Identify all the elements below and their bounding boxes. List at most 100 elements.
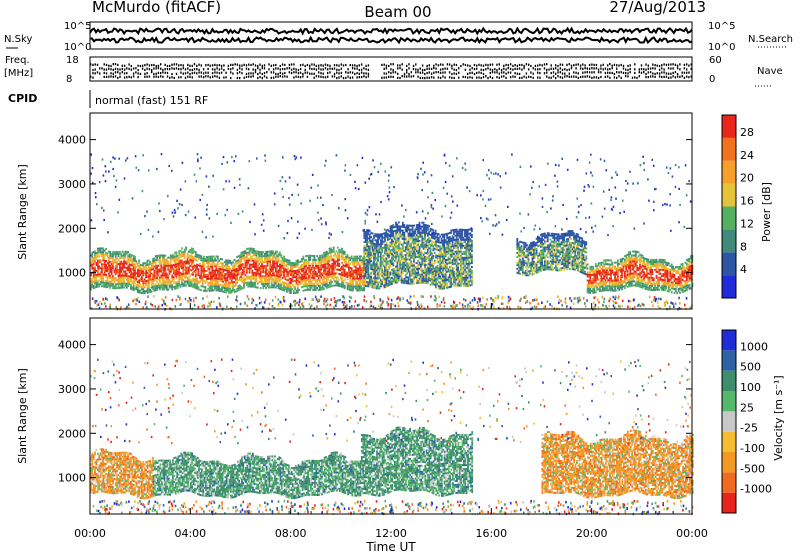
scatter-cell xyxy=(127,261,129,263)
scatter-cell xyxy=(321,256,324,259)
freq-mark xyxy=(464,68,467,71)
scatter-cell xyxy=(287,267,290,270)
scatter-cell xyxy=(359,255,361,258)
freq-mark xyxy=(126,72,128,75)
scatter-cell xyxy=(359,279,361,282)
scatter-cell xyxy=(436,278,439,281)
freq-mark xyxy=(236,76,239,80)
scatter-cell xyxy=(316,267,319,269)
scatter-cell xyxy=(373,250,375,253)
scatter-cell xyxy=(276,260,278,263)
freq-mark xyxy=(564,75,566,78)
scatter-cell xyxy=(290,286,292,288)
scatter-cell xyxy=(408,266,411,269)
scatter-cell xyxy=(147,291,150,294)
scatter-cell xyxy=(400,249,403,252)
freq-mark xyxy=(112,63,114,66)
scatter-cell xyxy=(343,270,346,273)
scatter-cell xyxy=(321,254,324,257)
scatter-cell xyxy=(287,289,290,292)
scatter-cell xyxy=(190,281,193,284)
scatter-cell xyxy=(443,257,446,260)
scatter-cell xyxy=(363,284,366,287)
scatter-cell xyxy=(192,259,194,262)
scatter-cell xyxy=(424,228,426,230)
freq-mark xyxy=(193,63,196,66)
scatter-cell xyxy=(134,257,136,260)
freq-mark xyxy=(302,63,304,66)
scatter-cell xyxy=(381,247,384,250)
scatter-cell xyxy=(135,272,138,275)
scatter-cell xyxy=(334,274,336,277)
scatter-cell xyxy=(406,276,408,279)
scatter-cell xyxy=(119,262,121,265)
freq-mark xyxy=(514,72,516,75)
freq-mark xyxy=(313,76,315,79)
freq-mark xyxy=(144,68,146,72)
scatter-cell xyxy=(251,271,254,274)
freq-mark xyxy=(137,64,139,67)
scatter-cell xyxy=(157,258,160,261)
scatter-cell xyxy=(319,272,321,275)
scatter-cell xyxy=(114,265,117,268)
scatter-cell xyxy=(141,268,143,271)
scatter-cell xyxy=(174,281,176,284)
scatter-cell xyxy=(432,257,435,260)
scatter-cell xyxy=(413,244,415,247)
freq-mark xyxy=(421,68,424,72)
scatter-cell xyxy=(216,285,219,288)
scatter-cell xyxy=(247,253,250,256)
scatter-cell xyxy=(371,264,374,267)
scatter-cell xyxy=(323,259,325,262)
scatter-cell xyxy=(161,258,164,261)
freq-mark xyxy=(230,76,232,80)
scatter-cell xyxy=(119,250,121,253)
scatter-cell xyxy=(247,261,250,264)
scatter-cell xyxy=(211,285,214,288)
scatter-cell xyxy=(290,278,292,280)
scatter-cell xyxy=(132,269,135,272)
scatter-cell xyxy=(368,237,371,240)
scatter-cell xyxy=(386,282,389,285)
scatter-cell xyxy=(241,265,244,268)
freq-mark xyxy=(575,71,577,74)
scatter-cell xyxy=(136,274,139,277)
scatter-cell xyxy=(370,240,373,243)
freq-mark xyxy=(550,67,552,70)
freq-mark xyxy=(462,75,464,78)
scatter-cell xyxy=(429,283,432,286)
freq-mark xyxy=(667,67,670,70)
scatter-cell xyxy=(119,268,121,271)
scatter-cell xyxy=(147,267,150,270)
freq-mark xyxy=(336,64,338,67)
freq-mark xyxy=(480,71,482,75)
scatter-cell xyxy=(196,255,198,258)
scatter-cell xyxy=(294,266,296,268)
scatter-cell xyxy=(342,250,345,253)
freq-mark xyxy=(214,68,216,71)
scatter-cell xyxy=(418,253,421,256)
freq-mark xyxy=(381,63,383,67)
scatter-cell xyxy=(116,283,118,286)
scatter-cell xyxy=(368,283,371,286)
scatter-cell xyxy=(291,274,294,277)
scatter-cell xyxy=(268,274,270,277)
scatter-cell xyxy=(254,252,256,255)
scatter-cell xyxy=(439,267,442,270)
scatter-cell xyxy=(396,269,399,272)
scatter-cell xyxy=(439,269,442,272)
scatter-cell xyxy=(236,275,238,278)
freq-mark xyxy=(640,67,643,71)
scatter-cell xyxy=(175,283,178,286)
scatter-cell xyxy=(341,247,343,250)
scatter-cell xyxy=(291,264,294,267)
scatter-cell xyxy=(114,269,117,272)
scatter-cell xyxy=(273,284,276,287)
scatter-cell xyxy=(320,274,323,277)
scatter-cell xyxy=(444,277,447,280)
scatter-cell xyxy=(182,253,185,255)
scatter-cell xyxy=(388,244,390,247)
scatter-cell xyxy=(225,279,227,282)
scatter-cell xyxy=(215,265,218,268)
scatter-cell xyxy=(179,275,182,278)
